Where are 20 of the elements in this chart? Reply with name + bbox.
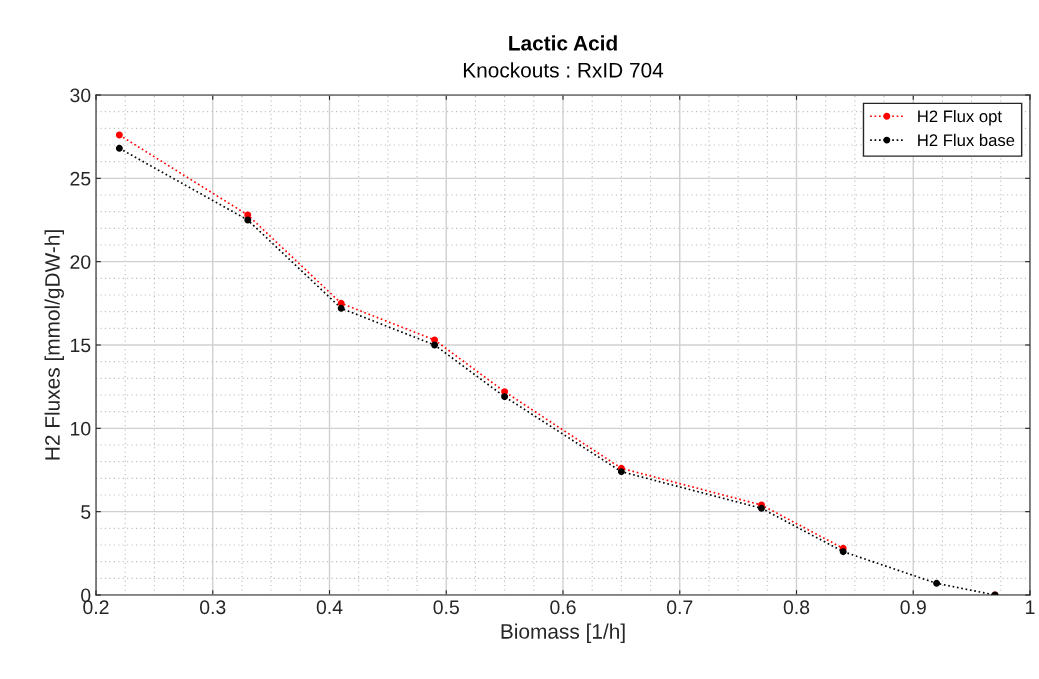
x-tick-label: 0.6	[550, 600, 576, 615]
x-tick-label: 0.4	[316, 600, 343, 615]
x-tick-label: 0.5	[433, 600, 459, 615]
legend-label: H2 Flux base	[918, 133, 1015, 147]
legend-label: H2 Flux opt	[918, 110, 1002, 126]
y-tick-label: 20	[70, 255, 91, 269]
y-tick-label: 30	[70, 88, 91, 103]
y-tick-label: 25	[70, 171, 91, 186]
chart-title: Lactic Acid	[509, 35, 617, 51]
x-tick-label: 0.3	[200, 600, 226, 615]
y-axis-title: H2 Fluxes [mmol/gDW-h]	[44, 230, 64, 460]
x-tick-label: 0.8	[783, 600, 810, 615]
chart-subtitle: Knockouts : RxID 704	[463, 62, 664, 78]
y-tick-label: 15	[71, 338, 91, 353]
x-tick-label: 0.9	[900, 600, 926, 615]
y-tick-label: 10	[71, 421, 91, 436]
x-axis-title: Biomass [1/h]	[501, 623, 625, 643]
x-tick-label: 0.7	[667, 600, 693, 615]
y-tick-label: 5	[81, 505, 91, 519]
x-tick-label: 1	[1026, 600, 1035, 614]
